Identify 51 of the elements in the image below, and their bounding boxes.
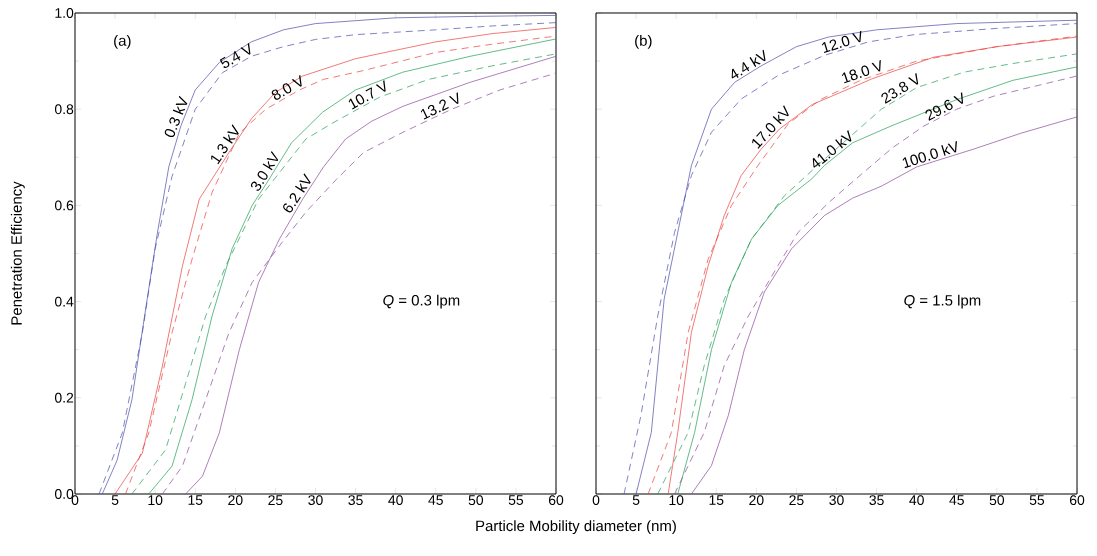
y-tick-label: 0.2 [54, 392, 74, 403]
x-tick-label: 10 [148, 495, 163, 506]
text: 5.4 V [219, 43, 251, 68]
x-tick-label: 40 [909, 495, 924, 506]
x-tick-label: 45 [949, 495, 964, 505]
x-tick-label: 45 [428, 495, 443, 505]
x-tick-label: 50 [989, 495, 1005, 506]
x-axis-title: Particle Mobility diameter (nm) [476, 520, 676, 535]
text: 8.0 V [271, 74, 302, 100]
x-tick-label: 60 [548, 495, 564, 506]
y-tick-label: 0.4 [54, 296, 74, 307]
x-tick-label: 0 [592, 495, 600, 506]
x-tick-label: 35 [869, 495, 884, 506]
y-tick-label: 0.8 [54, 104, 74, 115]
x-tick-label: 55 [508, 495, 524, 505]
x-tick-label: 10 [669, 495, 684, 506]
text: 1.3 kV [211, 124, 239, 165]
text: 29.6 V [925, 92, 964, 121]
x-tick-label: 40 [388, 495, 403, 506]
text: 10.7 V [348, 80, 386, 110]
x-tick-label: 55 [1029, 495, 1045, 505]
text: 3.0 kV [250, 150, 279, 191]
y-axis-title: Penetration Efficiency [10, 181, 25, 325]
annotation: Q = 1.5 lpm [904, 294, 981, 309]
text: 12.0 V [822, 30, 862, 53]
x-tick-label: 20 [228, 495, 243, 506]
x-tick-label: 5 [632, 495, 640, 505]
annotation: (a) [114, 34, 131, 49]
text: 0.3 kV [164, 95, 188, 138]
x-tick-label: 25 [268, 495, 283, 506]
text: 4.4 kV [731, 49, 766, 79]
text: 18.0 V [841, 60, 881, 84]
text: 100.0 kV [902, 141, 957, 169]
y-tick-label: 1.0 [55, 8, 74, 18]
annotation: Q = 0.3 lpm [383, 294, 460, 309]
x-tick-label: 15 [188, 495, 203, 505]
text: 13.2 V [420, 92, 459, 120]
x-tick-label: 30 [829, 495, 844, 506]
x-tick-label: 20 [749, 495, 764, 506]
x-tick-label: 30 [308, 495, 323, 506]
x-tick-label: 50 [468, 495, 484, 506]
annotation: (b) [635, 34, 652, 49]
x-tick-label: 35 [348, 495, 363, 506]
text: 6.2 kV [283, 173, 311, 213]
x-tick-label: 25 [789, 495, 804, 506]
x-tick-label: 15 [709, 495, 724, 505]
y-tick-label: 0.6 [54, 200, 74, 211]
x-tick-label: 5 [111, 495, 119, 505]
x-tick-label: 60 [1069, 495, 1085, 506]
text: 23.8 V [881, 72, 919, 104]
text: 41.0 kV [812, 130, 852, 168]
